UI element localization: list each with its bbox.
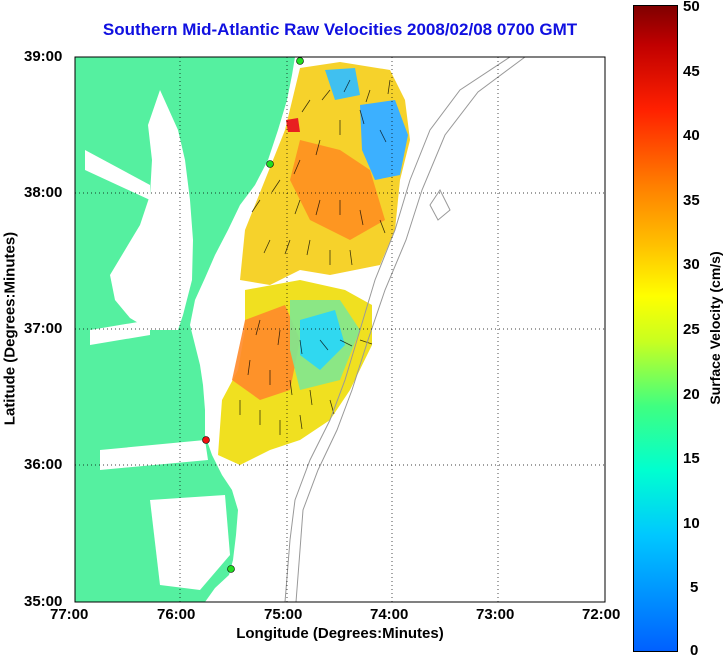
station-marker bbox=[227, 565, 235, 573]
grid-lines bbox=[75, 57, 605, 602]
colorbar bbox=[633, 5, 678, 652]
x-tick-label: 72:00 bbox=[582, 606, 621, 623]
x-tick-label: 75:00 bbox=[264, 606, 303, 623]
chesapeake-bay bbox=[110, 90, 193, 330]
x-tick-label: 77:00 bbox=[50, 606, 89, 623]
x-tick-label: 74:00 bbox=[370, 606, 409, 623]
colorbar-tick-label: 45 bbox=[683, 63, 700, 80]
colorbar-tick-label: 0 bbox=[690, 642, 699, 659]
potomac-river bbox=[85, 150, 150, 200]
y-tick-label: 35:00 bbox=[24, 593, 63, 610]
x-axis-label: Longitude (Degrees:Minutes) bbox=[236, 625, 444, 642]
y-tick-label: 37:00 bbox=[24, 320, 63, 337]
pamlico-sound bbox=[150, 495, 230, 590]
y-tick-label: 36:00 bbox=[24, 456, 63, 473]
y-axis-label: Latitude (Degrees:Minutes) bbox=[1, 231, 19, 426]
colorbar-tick-label: 50 bbox=[683, 0, 700, 15]
colorbar-tick-label: 10 bbox=[683, 515, 700, 532]
station-marker bbox=[296, 57, 304, 65]
colorbar-tick-label: 40 bbox=[683, 127, 700, 144]
station-marker bbox=[266, 160, 274, 168]
colorbar-tick-label: 35 bbox=[683, 192, 700, 209]
colorbar-tick-label: 15 bbox=[683, 450, 700, 467]
colorbar-label: Surface Velocity (cm/s) bbox=[707, 251, 723, 405]
x-tick-label: 76:00 bbox=[157, 606, 196, 623]
velocity-field-red-patch bbox=[286, 118, 300, 132]
colorbar-tick-label: 20 bbox=[683, 386, 700, 403]
station-marker bbox=[202, 436, 210, 444]
bathymetry-contours bbox=[284, 57, 526, 602]
colorbar-tick-label: 25 bbox=[683, 321, 700, 338]
velocity-field-blue-north bbox=[325, 68, 360, 100]
y-tick-label: 39:00 bbox=[24, 48, 63, 65]
y-tick-label: 38:00 bbox=[24, 184, 63, 201]
velocity-field-cyan bbox=[300, 310, 345, 370]
chart-title: Southern Mid-Atlantic Raw Velocities 200… bbox=[102, 20, 578, 39]
colorbar-tick-label: 30 bbox=[683, 256, 700, 273]
james-river bbox=[90, 320, 150, 345]
colorbar-tick-label: 5 bbox=[690, 579, 699, 596]
velocity-arrows bbox=[239, 79, 391, 435]
x-tick-label: 73:00 bbox=[476, 606, 515, 623]
albemarle-sound bbox=[100, 440, 208, 470]
velocity-field-blue-east bbox=[360, 100, 408, 180]
plot-frame bbox=[74, 56, 606, 603]
